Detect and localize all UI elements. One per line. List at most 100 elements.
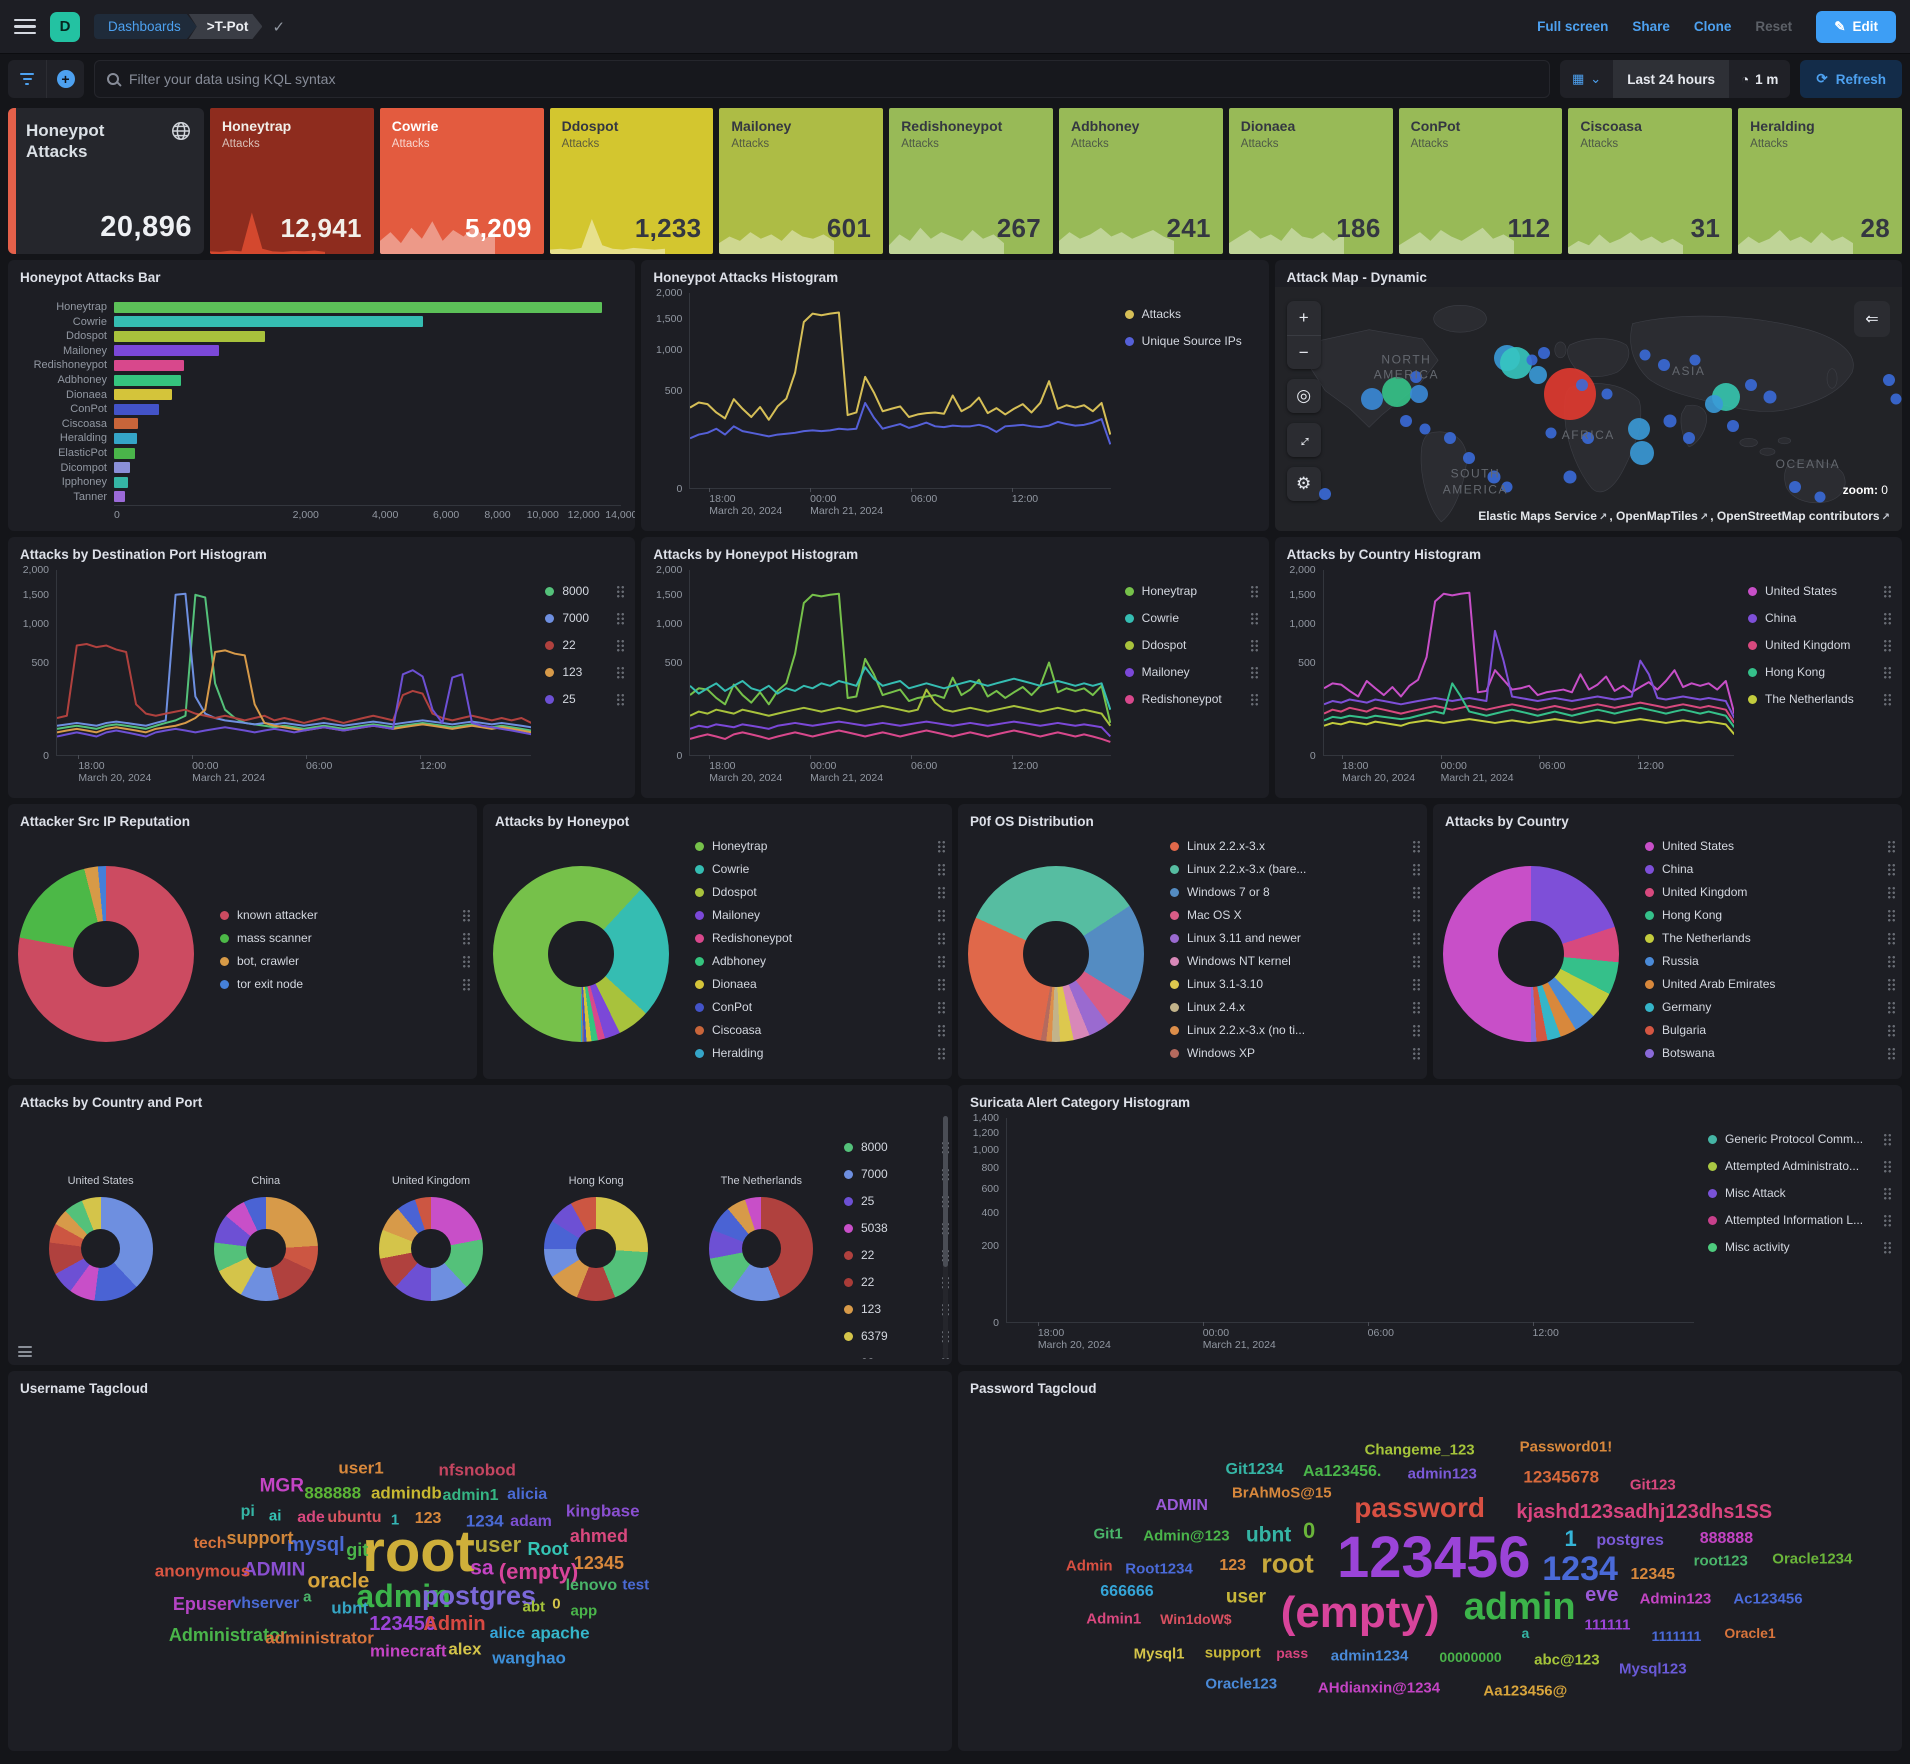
legend-item[interactable]: 23	[844, 1356, 950, 1359]
legend-options-icon[interactable]	[937, 1023, 946, 1037]
cloud-word[interactable]: Oracle1234	[1772, 1550, 1853, 1568]
legend-item[interactable]: Ddospot	[1124, 638, 1259, 652]
cloud-word[interactable]: Aa123456.	[1303, 1463, 1382, 1481]
donut-chart[interactable]	[709, 1196, 814, 1301]
map-bubble[interactable]	[1663, 414, 1677, 428]
legend-options-icon[interactable]	[1883, 1186, 1892, 1200]
cloud-word[interactable]: Changeme_123	[1364, 1441, 1475, 1459]
cloud-word[interactable]: alex	[448, 1639, 482, 1659]
legend-options-icon[interactable]	[616, 665, 626, 679]
bar-row-conpot[interactable]: ConPot	[18, 403, 621, 415]
legend-item[interactable]: 5038	[844, 1221, 950, 1235]
cloud-word[interactable]: Root	[527, 1538, 569, 1559]
legend-options-icon[interactable]	[1882, 665, 1892, 679]
legend-item[interactable]: Attacks	[1124, 307, 1259, 321]
legend-item[interactable]: Honeytrap	[1124, 584, 1259, 598]
attribution-link[interactable]: Elastic Maps Service	[1478, 509, 1597, 523]
legend-options-icon[interactable]	[1883, 1159, 1892, 1173]
legend-item[interactable]: 22	[844, 1248, 950, 1262]
cloud-word[interactable]: vhserver	[232, 1594, 300, 1612]
legend-item[interactable]: Unique Source IPs	[1124, 334, 1259, 348]
legend-options-icon[interactable]	[937, 977, 946, 991]
cloud-word[interactable]: pass	[1276, 1644, 1309, 1661]
legend-options-icon[interactable]	[1249, 692, 1259, 706]
legend-item[interactable]: United Kingdom	[1747, 638, 1892, 652]
map-bubble[interactable]	[1704, 395, 1723, 414]
cloud-word[interactable]: oracle	[307, 1569, 370, 1592]
legend-item[interactable]: Germany	[1645, 1000, 1896, 1014]
legend-item[interactable]: Linux 2.2.x-3.x (bare...	[1170, 862, 1421, 876]
legend-options-icon[interactable]	[1412, 1046, 1421, 1060]
cloud-word[interactable]: 1111111	[1651, 1627, 1702, 1644]
cloud-word[interactable]: apache	[530, 1623, 590, 1643]
legend-item[interactable]: China	[1645, 862, 1896, 876]
legend-item[interactable]: Windows 7 or 8	[1170, 885, 1421, 899]
cloud-word[interactable]: root	[362, 1519, 475, 1585]
cloud-word[interactable]: a	[1521, 1624, 1530, 1641]
edit-button[interactable]: ✎ Edit	[1816, 10, 1896, 43]
legend-options-icon[interactable]	[1249, 584, 1259, 598]
map-bubble[interactable]	[1639, 349, 1651, 361]
legend-item[interactable]: Attempted Administrato...	[1708, 1159, 1892, 1173]
legend-item[interactable]: 8000	[545, 584, 626, 598]
legend-options-icon[interactable]	[616, 584, 626, 598]
cloud-word[interactable]: 111111	[1584, 1616, 1631, 1634]
map-bubble[interactable]	[1814, 491, 1826, 503]
legend-options-icon[interactable]	[1249, 638, 1259, 652]
legend-item[interactable]: Mailoney	[1124, 665, 1259, 679]
mini-pie-china[interactable]: China	[213, 1175, 318, 1301]
legend-options-icon[interactable]	[937, 954, 946, 968]
map-bubble[interactable]	[1726, 420, 1739, 433]
legend-options-icon[interactable]	[1887, 908, 1896, 922]
metric-tile-heralding[interactable]: Heralding Attacks 28	[1738, 108, 1902, 254]
cloud-word[interactable]: Admin1	[1086, 1610, 1142, 1628]
cloud-word[interactable]: BrAhMoS@15	[1231, 1484, 1332, 1502]
metric-tile-cowrie[interactable]: Cowrie Attacks 5,209	[379, 108, 544, 254]
legend-scrollbar[interactable]	[943, 1116, 948, 1359]
legend-item[interactable]: Mac OS X	[1170, 908, 1421, 922]
legend-options-icon[interactable]	[937, 931, 946, 945]
legend-options-icon[interactable]	[1887, 1046, 1896, 1060]
legend-options-icon[interactable]	[1883, 1132, 1892, 1146]
legend-item[interactable]: Bulgaria	[1645, 1023, 1896, 1037]
donut-chart[interactable]	[544, 1196, 649, 1301]
cloud-word[interactable]: Admin123	[1639, 1590, 1712, 1608]
legend-item[interactable]: United States	[1645, 839, 1896, 853]
cloud-word[interactable]: wanghao	[492, 1648, 566, 1668]
cloud-word[interactable]: 0	[552, 1595, 561, 1613]
cloud-word[interactable]: 12345	[1630, 1565, 1676, 1583]
donut-chart[interactable]	[48, 1196, 153, 1301]
cloud-word[interactable]: anonymous	[154, 1561, 251, 1581]
legend-options-icon[interactable]	[1412, 931, 1421, 945]
cloud-word[interactable]: Win1doW$	[1160, 1611, 1232, 1628]
legend-options-icon[interactable]	[1887, 931, 1896, 945]
map-bubble[interactable]	[1890, 393, 1902, 405]
donut-chart[interactable]	[968, 866, 1144, 1042]
bar-row-dicompot[interactable]: Dicompot	[18, 462, 621, 474]
cloud-word[interactable]: Root1234	[1125, 1560, 1193, 1578]
bar-row-dionaea[interactable]: Dionaea	[18, 389, 621, 401]
cloud-word[interactable]: 123	[414, 1509, 442, 1527]
legend-item[interactable]: Linux 2.2.x-3.x (no ti...	[1170, 1023, 1421, 1037]
cloud-word[interactable]: postgres	[422, 1580, 537, 1611]
world-map[interactable]: + − ◎ ↔ ⚙ ⇐ zoom: 0 Elastic Maps Service…	[1274, 287, 1902, 531]
bar-row-cowrie[interactable]: Cowrie	[18, 316, 621, 328]
cloud-word[interactable]: ubuntu	[327, 1508, 382, 1526]
legend-item[interactable]: Linux 2.4.x	[1170, 1000, 1421, 1014]
cloud-word[interactable]: admin1234	[1330, 1647, 1409, 1665]
bar-row-mailoney[interactable]: Mailoney	[18, 345, 621, 357]
map-bubble[interactable]	[1501, 481, 1513, 493]
cloud-word[interactable]: password	[1354, 1491, 1485, 1523]
map-bubble[interactable]	[1582, 432, 1595, 445]
zoom-in-button[interactable]: +	[1298, 308, 1309, 327]
legend-item[interactable]: 22	[545, 638, 626, 652]
map-bubble[interactable]	[1576, 378, 1589, 391]
legend-item[interactable]: Cowrie	[1124, 611, 1259, 625]
map-bubble[interactable]	[1419, 423, 1431, 435]
map-bubble[interactable]	[1543, 368, 1596, 421]
legend-item[interactable]: Linux 2.2.x-3.x	[1170, 839, 1421, 853]
bar-row-heralding[interactable]: Heralding	[18, 432, 621, 444]
cloud-word[interactable]: 666666	[1100, 1582, 1154, 1600]
cloud-word[interactable]: (empty)	[1280, 1587, 1440, 1637]
cloud-word[interactable]: 0	[1303, 1517, 1316, 1543]
